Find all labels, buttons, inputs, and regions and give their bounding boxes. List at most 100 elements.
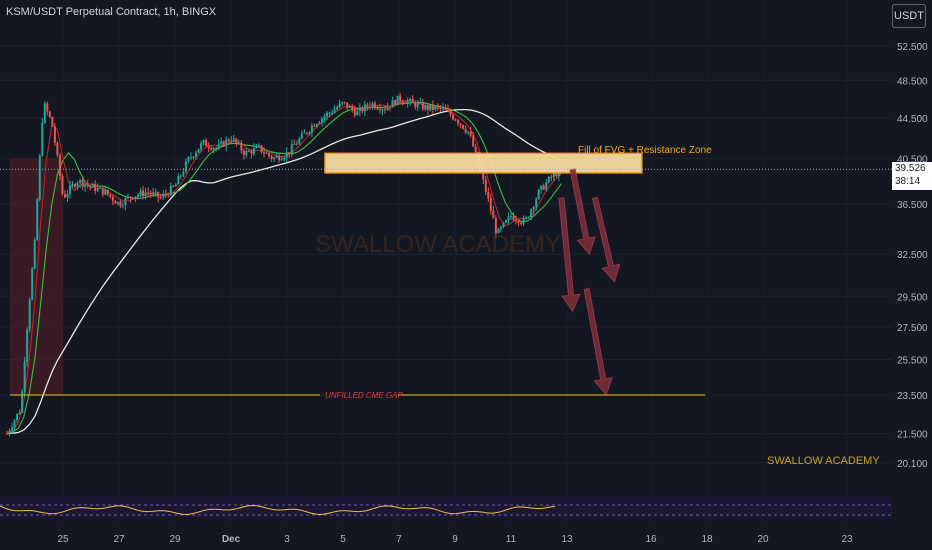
candle-body xyxy=(507,216,510,221)
candle-body xyxy=(550,176,553,178)
candle-body xyxy=(237,142,240,144)
candle-body xyxy=(258,145,260,147)
candle-body xyxy=(51,116,54,127)
candle-body xyxy=(46,103,49,112)
time-tick-label: 13 xyxy=(561,534,573,545)
candle-body xyxy=(182,171,185,176)
moving-averages xyxy=(6,100,562,435)
candle-body xyxy=(144,192,147,197)
candle-body xyxy=(444,107,447,110)
candle-body xyxy=(101,187,104,195)
candle-body xyxy=(81,180,84,187)
ma-white-line xyxy=(6,108,562,435)
candle-body xyxy=(99,187,102,189)
candle-body xyxy=(487,192,490,199)
candle-body xyxy=(275,156,278,158)
candle-body xyxy=(338,103,341,108)
currency-button[interactable]: USDT xyxy=(892,4,926,28)
time-tick-label: 9 xyxy=(452,534,458,545)
candle-body xyxy=(381,109,384,111)
candle-body xyxy=(227,139,230,142)
symbol-title[interactable]: KSM/USDT Perpetual Contract, 1h, BINGX xyxy=(6,6,217,18)
price-tick-label: 20.100 xyxy=(897,459,928,470)
candle-body xyxy=(346,102,349,108)
last-price-tag: 39.526 38:14 xyxy=(892,162,932,190)
candles xyxy=(6,92,560,437)
time-axis[interactable]: 25 27 29 Dec 3 5 7 9 11 13 16 18 20 23 xyxy=(57,534,853,545)
candle-body xyxy=(449,110,452,115)
candle-body xyxy=(192,156,195,158)
time-tick-label: 3 xyxy=(284,534,290,545)
candle-body xyxy=(137,194,140,197)
candle-body xyxy=(202,139,205,144)
candle-body xyxy=(318,122,321,125)
candle-body xyxy=(250,151,253,154)
last-price-value: 39.526 xyxy=(895,163,926,174)
price-tick-label: 32.500 xyxy=(897,250,928,261)
candle-body xyxy=(416,102,419,108)
candle-body xyxy=(31,268,34,300)
price-tick-label: 52.500 xyxy=(897,42,928,53)
candle-body xyxy=(169,185,172,196)
candle-body xyxy=(351,106,354,110)
candle-body xyxy=(555,172,558,176)
candle-body xyxy=(240,142,243,151)
candle-body xyxy=(285,152,288,158)
candle-body xyxy=(323,116,326,119)
candle-body xyxy=(106,189,109,195)
candle-body xyxy=(520,223,523,225)
candle-body xyxy=(255,146,258,148)
price-axis[interactable]: 52.500 48.500 44.500 40.500 36.500 32.500 29.5… xyxy=(897,42,928,470)
candle-body xyxy=(132,198,134,200)
candle-body xyxy=(207,146,210,148)
candle-body xyxy=(532,207,535,210)
candle-body xyxy=(517,220,520,224)
candle-body xyxy=(179,175,182,177)
candle-body xyxy=(53,126,56,143)
candle-body xyxy=(494,218,497,234)
candle-body xyxy=(23,361,26,392)
candle-body xyxy=(384,109,386,111)
candle-body xyxy=(293,144,296,146)
candle-body xyxy=(391,100,394,108)
resistance-zone xyxy=(324,152,643,174)
candle-body xyxy=(313,125,316,127)
candle-body xyxy=(265,152,268,154)
candle-body xyxy=(195,152,197,157)
candle-body xyxy=(152,192,155,195)
candle-body xyxy=(421,102,424,110)
price-tick-label: 21.500 xyxy=(897,430,928,441)
candle-body xyxy=(373,103,376,108)
candle-body xyxy=(467,131,470,133)
ma-green-line xyxy=(6,101,562,435)
candle-body xyxy=(298,138,301,144)
candle-body xyxy=(300,133,303,139)
candle-body xyxy=(116,201,119,204)
candle-body xyxy=(540,185,543,190)
candle-body xyxy=(174,184,177,187)
candle-body xyxy=(406,101,409,104)
candle-body xyxy=(147,192,150,194)
candle-body xyxy=(396,95,399,106)
candle-body xyxy=(512,216,515,221)
candle-body xyxy=(48,111,51,117)
oscillator-pane xyxy=(0,496,892,518)
candle-body xyxy=(525,217,528,219)
candle-body xyxy=(310,125,313,133)
candle-body xyxy=(333,109,336,113)
candle-body xyxy=(315,124,318,127)
candle-body xyxy=(76,183,79,187)
projection-arrow xyxy=(558,197,581,313)
candle-body xyxy=(371,103,374,107)
candle-body xyxy=(288,152,291,154)
candle-body xyxy=(394,100,397,106)
candle-body xyxy=(260,145,263,152)
time-tick-label: 16 xyxy=(645,534,657,545)
candle-body xyxy=(489,198,492,211)
candle-body xyxy=(11,427,14,431)
candle-body xyxy=(86,184,89,186)
candle-body xyxy=(472,135,475,147)
time-tick-label: 25 xyxy=(57,534,69,545)
candle-body xyxy=(278,156,281,161)
